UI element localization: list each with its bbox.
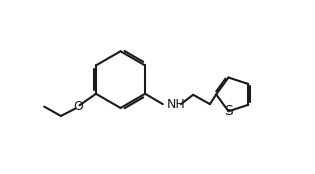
Text: NH: NH xyxy=(167,98,186,111)
Text: S: S xyxy=(224,104,233,118)
Text: O: O xyxy=(73,100,83,113)
